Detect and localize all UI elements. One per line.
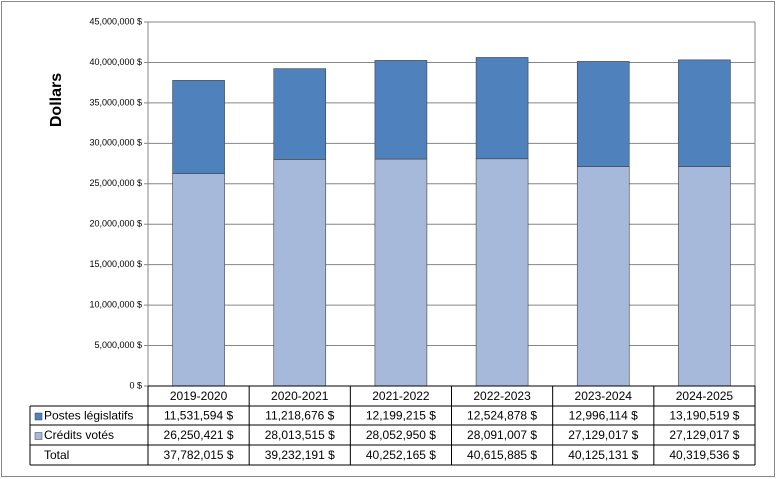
- legend-label: Postes législatifs: [44, 409, 133, 423]
- y-tick-label: 40,000,000 $: [89, 57, 142, 67]
- total-cell: 40,252,165 $: [366, 448, 436, 462]
- total-cell: 40,319,536 $: [669, 448, 739, 462]
- x-tick-label: 2021-2022: [372, 389, 430, 403]
- total-cell: 40,615,885 $: [467, 448, 537, 462]
- bar: [576, 166, 630, 387]
- y-tick-label: 15,000,000 $: [89, 259, 142, 269]
- legend-key: [34, 412, 43, 421]
- y-tick-label: 30,000,000 $: [89, 138, 142, 148]
- total-label: Total: [44, 448, 69, 462]
- bar: [172, 173, 225, 387]
- total-cell: 39,232,191 $: [265, 448, 335, 462]
- table-cell: 12,199,215 $: [366, 409, 436, 423]
- y-tick-label: 20,000,000 $: [89, 219, 142, 229]
- total-cell: 37,782,015 $: [164, 448, 234, 462]
- bar: [678, 59, 731, 167]
- x-tick-label: 2024-2025: [676, 389, 734, 403]
- x-tick-label: 2022-2023: [473, 389, 531, 403]
- table-cell: 11,218,676 $: [265, 409, 335, 423]
- legend-key: [34, 432, 43, 440]
- y-tick-label: 10,000,000 $: [89, 299, 142, 309]
- bar: [374, 158, 428, 387]
- bar: [576, 61, 630, 167]
- bar: [475, 158, 529, 387]
- table-cell: 11,531,594 $: [164, 409, 234, 423]
- total-cell: 40,125,131 $: [568, 448, 638, 462]
- bar: [273, 68, 327, 160]
- table-cell: 12,524,878 $: [467, 409, 537, 423]
- bar: [374, 60, 428, 160]
- table-cell: 13,190,519 $: [669, 409, 739, 423]
- y-tick-label: 25,000,000 $: [89, 178, 142, 188]
- y-axis-label: Dollars: [48, 73, 65, 127]
- bar: [273, 159, 327, 387]
- x-tick-label: 2019-2020: [170, 389, 228, 403]
- x-tick-label: 2020-2021: [271, 389, 329, 403]
- table-cell: 28,052,950 $: [366, 428, 436, 442]
- bar: [475, 57, 529, 160]
- table-cell: 27,129,017 $: [568, 428, 638, 442]
- table-cell: 28,091,007 $: [467, 428, 537, 442]
- table-cell: 27,129,017 $: [669, 428, 739, 442]
- table-cell: 26,250,421 $: [164, 428, 234, 442]
- x-tick-label: 2023-2024: [575, 389, 633, 403]
- bar: [678, 166, 731, 387]
- y-tick-label: 5,000,000 $: [94, 340, 142, 350]
- legend-label: Crédits votés: [44, 428, 114, 442]
- y-tick-label: 0 $: [129, 380, 142, 390]
- table-cell: 28,013,515 $: [265, 428, 335, 442]
- bar: [172, 80, 225, 174]
- table-cell: 12,996,114 $: [569, 409, 639, 423]
- y-tick-label: 45,000,000 $: [89, 16, 142, 26]
- y-tick-label: 35,000,000 $: [89, 97, 142, 107]
